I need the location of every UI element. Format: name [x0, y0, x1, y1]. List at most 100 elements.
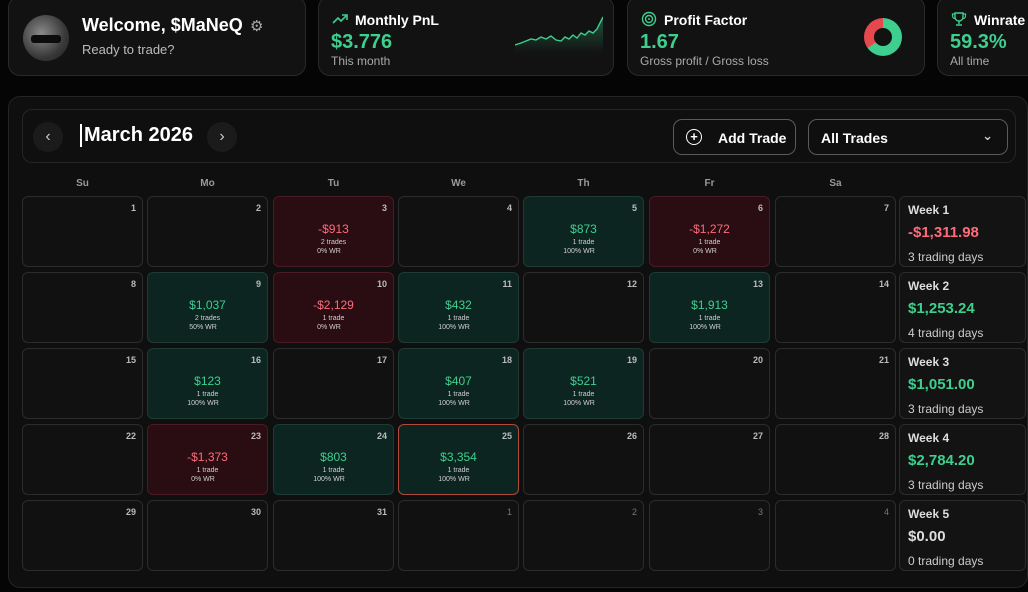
- calendar-day[interactable]: 1: [22, 196, 143, 267]
- stat-title: Monthly PnL: [355, 12, 439, 28]
- calendar-day[interactable]: 1: [398, 500, 519, 571]
- calendar-day[interactable]: 21: [775, 348, 896, 419]
- add-trade-button[interactable]: + Add Trade: [673, 119, 796, 155]
- calendar-day[interactable]: 6 -$1,272 1 trade 0% WR: [649, 196, 770, 267]
- day-number: 27: [752, 431, 763, 441]
- avatar[interactable]: [23, 15, 69, 61]
- day-number: 24: [376, 431, 387, 441]
- calendar-day[interactable]: 14: [775, 272, 896, 343]
- day-number: 23: [250, 431, 261, 441]
- day-winrate: 0% WR: [191, 476, 215, 483]
- week-trading-days: 4 trading days: [908, 326, 984, 340]
- calendar-day[interactable]: 31: [273, 500, 394, 571]
- weekday-header: Tu: [327, 178, 340, 189]
- calendar-day[interactable]: 9 $1,037 2 trades 50% WR: [147, 272, 268, 343]
- calendar-day[interactable]: 12: [523, 272, 644, 343]
- stat-title: Profit Factor: [664, 12, 748, 28]
- day-number: 10: [376, 279, 387, 289]
- calendar-day[interactable]: 8: [22, 272, 143, 343]
- add-trade-label: Add Trade: [718, 130, 787, 146]
- day-number: 12: [626, 279, 637, 289]
- stat-subtitle: This month: [331, 54, 391, 68]
- day-winrate: 100% WR: [438, 400, 470, 407]
- trend-up-icon: [332, 14, 348, 24]
- calendar-day[interactable]: 7: [775, 196, 896, 267]
- calendar-day[interactable]: 27: [649, 424, 770, 495]
- day-trade-count: 1 trade: [447, 467, 470, 474]
- calendar-day[interactable]: 4: [775, 500, 896, 571]
- weekday-header: Fr: [704, 178, 715, 189]
- calendar-day[interactable]: 10 -$2,129 1 trade 0% WR: [273, 272, 394, 343]
- day-number: 1: [506, 507, 512, 517]
- calendar-day[interactable]: 19 $521 1 trade 100% WR: [523, 348, 644, 419]
- calendar-day[interactable]: 29: [22, 500, 143, 571]
- calendar-day[interactable]: 20: [649, 348, 770, 419]
- week-pnl: $1,051.00: [908, 376, 975, 393]
- week-title: Week 3: [908, 355, 950, 369]
- day-trade-count: 2 trades: [320, 239, 347, 246]
- calendar-day[interactable]: 5 $873 1 trade 100% WR: [523, 196, 644, 267]
- calendar-day[interactable]: 22: [22, 424, 143, 495]
- day-number: 2: [255, 203, 261, 213]
- day-number: 20: [752, 355, 763, 365]
- calendar-day[interactable]: 15: [22, 348, 143, 419]
- calendar-day[interactable]: 25 $3,354 1 trade 100% WR: [398, 424, 519, 495]
- calendar-day[interactable]: 28: [775, 424, 896, 495]
- calendar-day[interactable]: 26: [523, 424, 644, 495]
- calendar-day[interactable]: 13 $1,913 1 trade 100% WR: [649, 272, 770, 343]
- day-number: 21: [878, 355, 889, 365]
- day-number: 2: [631, 507, 637, 517]
- pnl-sparkline: [515, 16, 603, 53]
- calendar-day[interactable]: 18 $407 1 trade 100% WR: [398, 348, 519, 419]
- day-number: 3: [381, 203, 387, 213]
- day-trade-count: 1 trade: [572, 239, 595, 246]
- week-title: Week 1: [908, 203, 950, 217]
- calendar-day[interactable]: 17: [273, 348, 394, 419]
- day-number: 3: [757, 507, 763, 517]
- week-summary: Week 4 $2,784.20 3 trading days: [899, 424, 1026, 495]
- weekday-header: Sa: [829, 178, 842, 189]
- calendar-day[interactable]: 16 $123 1 trade 100% WR: [147, 348, 268, 419]
- stat-value: 1.67: [640, 31, 679, 53]
- calendar-day[interactable]: 3 -$913 2 trades 0% WR: [273, 196, 394, 267]
- day-trade-count: 1 trade: [698, 239, 721, 246]
- day-winrate: 100% WR: [313, 476, 345, 483]
- day-trade-count: 1 trade: [698, 315, 721, 322]
- trade-filter-value: All Trades: [821, 130, 888, 146]
- day-winrate: 0% WR: [317, 324, 341, 331]
- chevron-right-icon: ›: [219, 128, 225, 145]
- next-month-button[interactable]: ›: [207, 122, 237, 152]
- week-trading-days: 3 trading days: [908, 402, 984, 416]
- day-trade-count: 1 trade: [322, 467, 345, 474]
- day-number: 7: [883, 203, 889, 213]
- day-trade-count: 1 trade: [322, 315, 345, 322]
- week-trading-days: 3 trading days: [908, 478, 984, 492]
- calendar-day[interactable]: 23 -$1,373 1 trade 0% WR: [147, 424, 268, 495]
- day-number: 19: [626, 355, 637, 365]
- week-summary: Week 3 $1,051.00 3 trading days: [899, 348, 1026, 419]
- day-pnl: $803: [320, 450, 347, 464]
- prev-month-button[interactable]: ‹: [33, 122, 63, 152]
- calendar-day[interactable]: 24 $803 1 trade 100% WR: [273, 424, 394, 495]
- day-winrate: 100% WR: [563, 400, 595, 407]
- day-trade-count: 1 trade: [447, 391, 470, 398]
- day-number: 15: [125, 355, 136, 365]
- trade-filter-select[interactable]: All Trades ⌄: [808, 119, 1008, 155]
- week-title: Week 5: [908, 507, 950, 521]
- day-pnl: $873: [570, 222, 597, 236]
- plus-circle-icon: +: [686, 129, 702, 145]
- day-pnl: $1,913: [691, 298, 728, 312]
- day-winrate: 0% WR: [317, 248, 341, 255]
- calendar-day[interactable]: 11 $432 1 trade 100% WR: [398, 272, 519, 343]
- day-winrate: 50% WR: [189, 324, 217, 331]
- calendar-day[interactable]: 30: [147, 500, 268, 571]
- gear-icon[interactable]: ⚙: [250, 18, 264, 35]
- day-number: 9: [255, 279, 261, 289]
- calendar-day[interactable]: 3: [649, 500, 770, 571]
- chevron-down-icon: ⌄: [982, 128, 993, 143]
- day-number: 25: [501, 431, 512, 441]
- calendar-day[interactable]: 2: [147, 196, 268, 267]
- calendar-day[interactable]: 4: [398, 196, 519, 267]
- day-pnl: $123: [194, 374, 221, 388]
- calendar-day[interactable]: 2: [523, 500, 644, 571]
